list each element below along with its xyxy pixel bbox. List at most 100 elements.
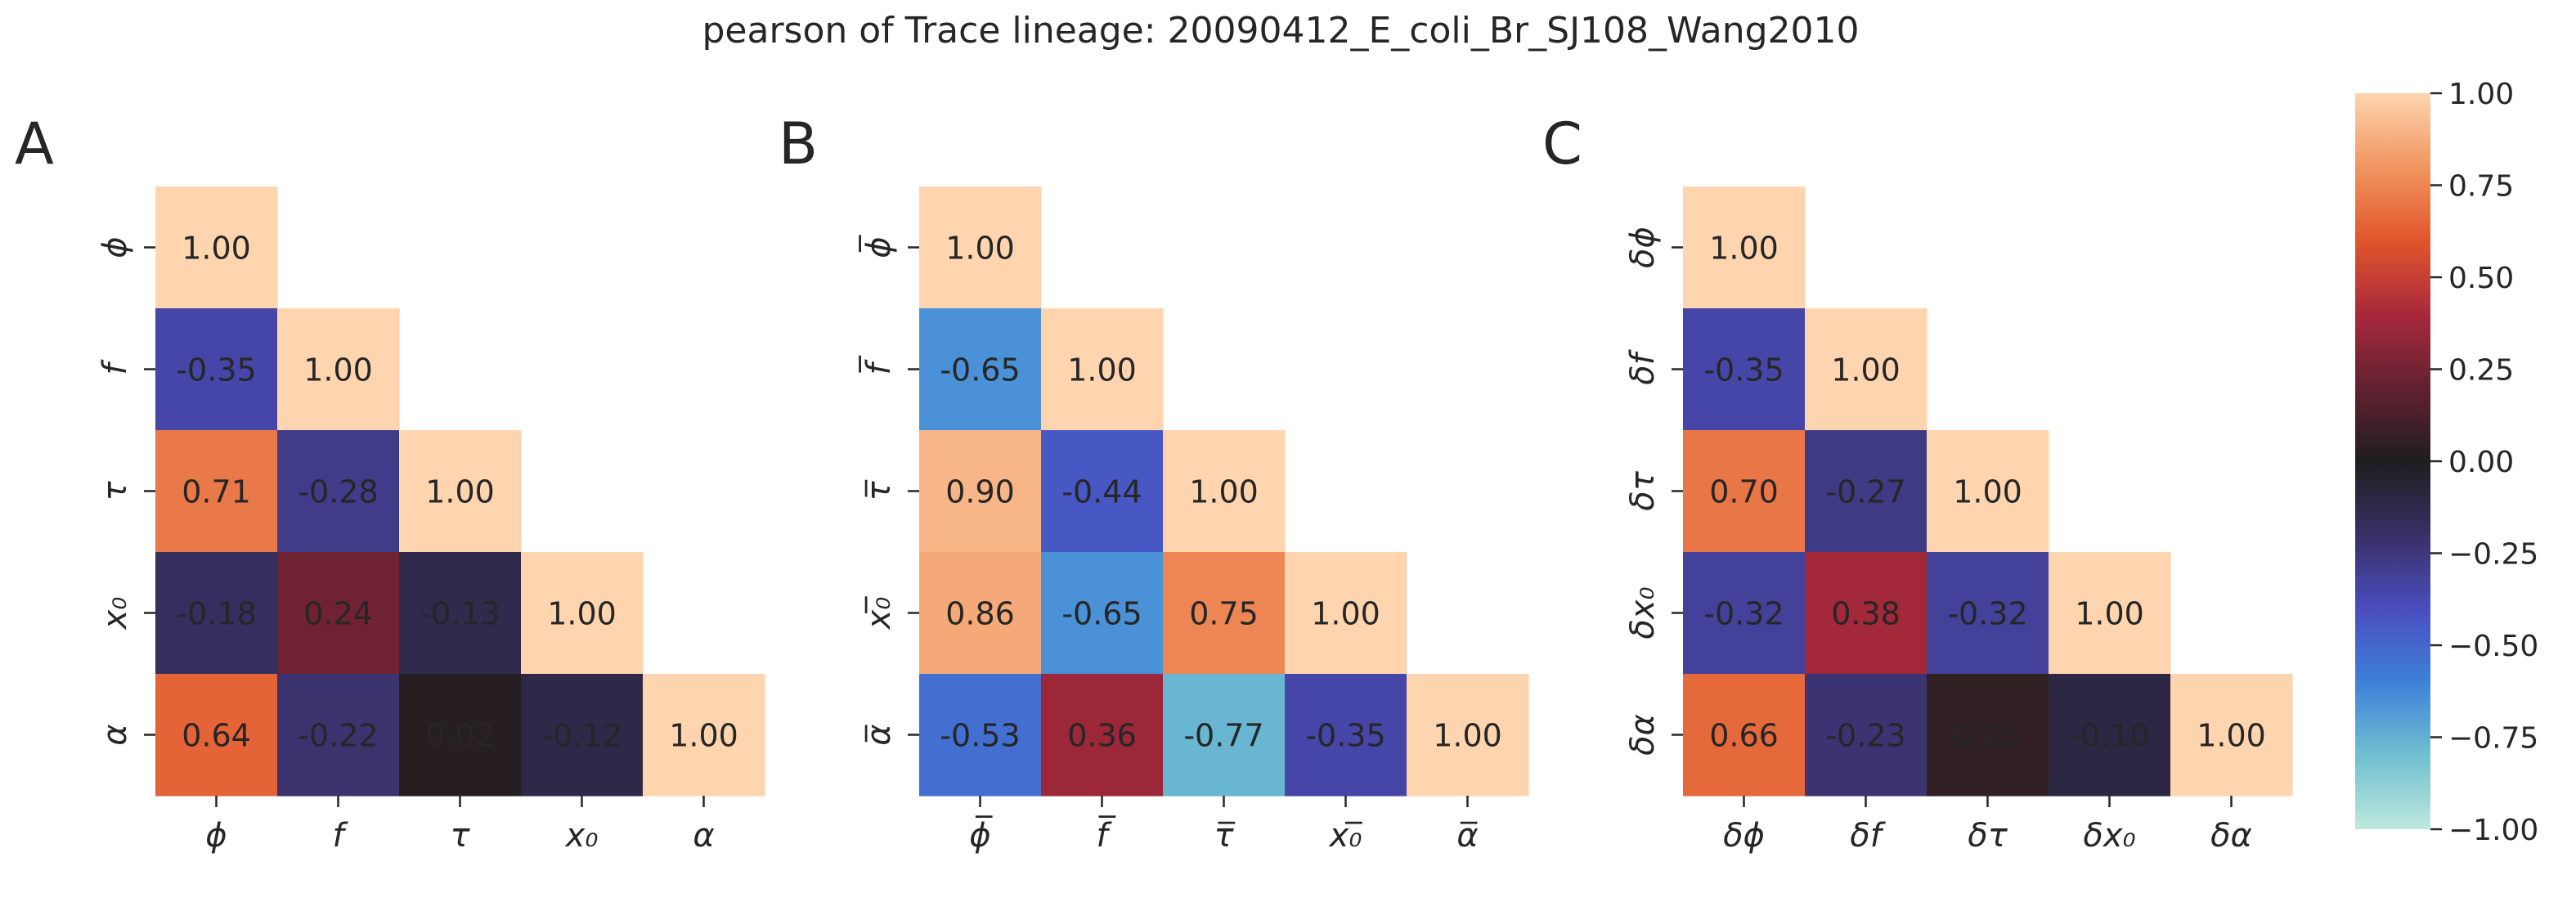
panel-label: A <box>15 110 54 177</box>
heatmap-cell-r2-c1 <box>1805 430 1928 553</box>
heatmap-cell-r1-c1 <box>1805 308 1928 431</box>
cell-value-label: -0.13 <box>420 596 500 632</box>
cell-value-label: 1.00 <box>182 231 251 267</box>
cell-value-label: 0.90 <box>945 474 1015 510</box>
x-tick-label: f̅ <box>1096 815 1115 855</box>
y-tick-label: α̅ <box>860 724 898 745</box>
heatmap-cell-r4-c1 <box>277 674 400 797</box>
heatmap-panels: A 1.00 -0.35 1.00 0.71 -0.28 1.00 -0.18 0.24 -0.1… <box>15 110 2293 855</box>
heatmap-cell-r1-c1 <box>277 308 400 431</box>
cell-value-label: 1.00 <box>1433 718 1502 754</box>
heatmap-cell-r2-c1 <box>1041 430 1164 553</box>
heatmap-cell-r1-c0 <box>1683 308 1806 431</box>
y-tick-label: δα <box>1624 714 1662 756</box>
y-tick-label: ϕ̅ <box>859 235 898 258</box>
cell-value-label: 1.00 <box>1709 231 1779 267</box>
heatmap-cell-r4-c0 <box>919 674 1042 797</box>
panel-c: C 1.00 -0.35 1.00 0.70 -0.27 1.00 -0.32 0.38 -0.3… <box>1542 110 2293 855</box>
heatmap-cell-r2-c1 <box>277 430 400 553</box>
panel-a: A 1.00 -0.35 1.00 0.71 -0.28 1.00 -0.18 0.24 -0.1… <box>15 110 765 855</box>
panel-label: B <box>779 110 818 177</box>
panel-label: C <box>1542 110 1582 177</box>
heatmap-cell-r0-c0 <box>155 186 278 309</box>
y-tick-label: f <box>96 359 134 375</box>
colorbar-tick-label: −0.75 <box>2448 722 2538 756</box>
cell-value-label: -0.18 <box>176 596 256 632</box>
heatmap-cell-r3-c2 <box>1163 552 1286 675</box>
x-tick-label: τ̅ <box>1214 817 1235 855</box>
cell-value-label: 1.00 <box>945 231 1015 267</box>
cell-value-label: 1.00 <box>425 474 495 510</box>
cell-value-label: 0.02 <box>425 718 495 754</box>
heatmap-cell-r3-c3 <box>1285 552 1407 675</box>
colorbar-gradient <box>2355 93 2430 829</box>
colorbar-tick-label: −0.50 <box>2448 630 2538 663</box>
y-tick-label: δϕ <box>1624 227 1662 268</box>
heatmap-cell-r3-c2 <box>1927 552 2049 675</box>
heatmap-cell-r3-c2 <box>399 552 522 675</box>
y-tick-label: x₀̅ <box>860 596 898 631</box>
y-tick-label: τ <box>96 481 134 501</box>
heatmap-cell-r4-c1 <box>1805 674 1928 797</box>
colorbar: 1.00 0.75 0.50 0.25 0.00 −0.25 −0.50 −0.75 −1.00 <box>2355 78 2538 847</box>
x-tick-label: δτ <box>1968 817 2008 855</box>
cell-value-label: 0.86 <box>945 596 1015 632</box>
heatmap-cell-r4-c2 <box>399 674 522 797</box>
heatmap-cell-r4-c3 <box>1285 674 1407 797</box>
heatmap-cell-r3-c1 <box>1805 552 1928 675</box>
cell-value-label: -0.28 <box>298 474 378 510</box>
cell-value-label: 1.00 <box>1831 352 1901 388</box>
heatmap-cell-r2-c2 <box>1163 430 1286 553</box>
cell-value-label: -0.22 <box>298 718 378 754</box>
heatmap-cell-r3-c0 <box>1683 552 1806 675</box>
y-tick-label: δf <box>1624 348 1662 384</box>
cell-value-label: -0.10 <box>2069 718 2149 754</box>
heatmap-cell-r2-c0 <box>155 430 278 553</box>
y-tick-label: f̅ <box>859 355 898 375</box>
heatmap-cell-r2-c2 <box>1927 430 2049 553</box>
cell-value-label: 1.00 <box>1953 474 2022 510</box>
colorbar-tick-label: −0.25 <box>2448 538 2538 572</box>
cell-value-label: 0.66 <box>1709 718 1779 754</box>
cell-value-label: -0.23 <box>1825 718 1905 754</box>
figure-title: pearson of Trace lineage: 20090412_E_col… <box>702 10 1860 52</box>
y-tick-label: x₀ <box>96 597 134 631</box>
cell-value-label: -0.44 <box>1061 474 1142 510</box>
heatmap-cell-r4-c2 <box>1927 674 2049 797</box>
cell-value-label: -0.35 <box>176 352 256 388</box>
heatmap-cell-r3-c0 <box>919 552 1042 675</box>
cell-value-label: -0.53 <box>940 718 1020 754</box>
heatmap-cell-r4-c1 <box>1041 674 1164 797</box>
heatmap-cell-r4-c3 <box>521 674 644 797</box>
cell-value-label: 1.00 <box>1189 474 1259 510</box>
cell-value-label: 0.38 <box>1831 596 1901 632</box>
x-tick-label: τ <box>450 817 470 855</box>
cell-value-label: -0.32 <box>1703 596 1784 632</box>
heatmap-cell-r4-c2 <box>1163 674 1286 797</box>
heatmap-cell-r4-c0 <box>1683 674 1806 797</box>
y-tick-label: α <box>96 724 134 745</box>
x-tick-label: δx₀ <box>2083 817 2135 855</box>
cell-value-label: 0.36 <box>1067 718 1137 754</box>
cell-value-label: -0.65 <box>940 352 1020 388</box>
cell-value-label: 1.00 <box>547 596 617 632</box>
x-tick-label: α <box>693 817 714 855</box>
cell-value-label: 0.75 <box>1189 596 1259 632</box>
panel-b: B 1.00 -0.65 1.00 0.90 -0.44 1.00 0.86 -0.65 0.75… <box>779 110 1529 855</box>
heatmap-cell-r1-c1 <box>1041 308 1164 431</box>
cell-value-label: 1.00 <box>303 352 373 388</box>
cell-value-label: -0.65 <box>1061 596 1142 632</box>
y-tick-label: δx₀ <box>1624 586 1662 639</box>
heatmap-cell-r0-c0 <box>919 186 1042 309</box>
x-tick-label: δf <box>1850 817 1886 855</box>
colorbar-tick-label: 0.00 <box>2448 446 2514 479</box>
colorbar-tick-label: 0.75 <box>2448 170 2514 204</box>
heatmap-cell-r3-c3 <box>521 552 644 675</box>
heatmap-cell-r1-c0 <box>919 308 1042 431</box>
x-tick-label: x₀ <box>564 817 599 855</box>
cell-value-label: 1.00 <box>2197 718 2266 754</box>
heatmap-cell-r1-c0 <box>155 308 278 431</box>
cell-value-label: -0.35 <box>1305 718 1385 754</box>
x-tick-label: δϕ <box>1723 817 1765 855</box>
